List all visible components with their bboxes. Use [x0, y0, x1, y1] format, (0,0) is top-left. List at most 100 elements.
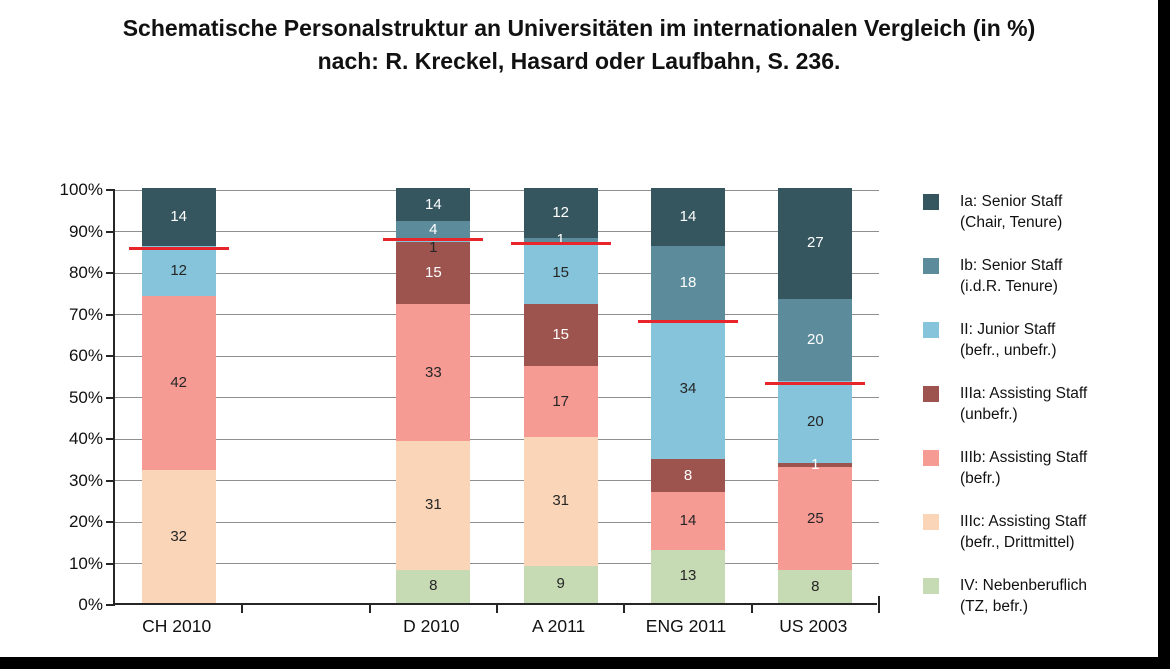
bar-segment-iiib [651, 492, 725, 550]
bar-us-2003: 8 25 1 20 20 27 [778, 188, 853, 603]
legend-label-line2: (unbefr.) [960, 405, 1018, 423]
legend-label-line1: Ib: Senior Staff [960, 257, 1063, 274]
bar-segment-ii [523, 241, 598, 305]
category-label: CH 2010 [142, 616, 212, 636]
legend-swatch-icon [923, 578, 939, 594]
bar-segment-iiib [523, 366, 598, 437]
x-axis-tick [368, 605, 371, 613]
x-axis-tick [878, 596, 880, 613]
legend-item-iiia: IIIa: Assisting Staff (unbefr.) [923, 384, 1158, 425]
bar-segment-iiib [141, 295, 216, 471]
y-tick-label: 80% [68, 263, 103, 282]
bar-ch-2010: 32 42 12 14 [141, 188, 216, 603]
category-label: ENG 2011 [645, 616, 727, 636]
y-axis-tick [106, 438, 115, 440]
legend-label-line2: (TZ, befr.) [960, 597, 1029, 615]
bar-segment-iv [396, 569, 471, 603]
bar-a-2011: 9 31 17 15 15 1 12 [523, 188, 598, 603]
border-right [1158, 0, 1170, 669]
red-line [383, 238, 484, 242]
bar-segment-iv [778, 570, 853, 603]
category-label: US 2003 [779, 616, 848, 636]
bar-segment-iiic [523, 437, 598, 566]
bar-segment-iiia [396, 241, 471, 305]
y-axis-tick [106, 230, 115, 233]
legend-item-ib: Ib: Senior Staff (i.d.R. Tenure) [923, 256, 1158, 297]
legend-label-line1: Ia: Senior Staff [960, 193, 1063, 210]
gridline [115, 438, 879, 440]
bar-segment-ib [396, 221, 471, 238]
title-block: Schematische Personalstruktur an Univers… [0, 12, 1158, 78]
y-tick-label: 90% [68, 221, 103, 241]
red-line [765, 381, 866, 385]
bar-segment-ia [141, 188, 216, 247]
legend-label: IIIb: Assisting Staff (befr.) [960, 448, 1158, 489]
y-tick-label: 20% [68, 512, 103, 531]
bar-segment-iv [651, 549, 725, 603]
gridline [115, 521, 879, 523]
y-tick-label: 0% [78, 595, 103, 614]
bar-segment-ia [778, 188, 853, 299]
y-tick-label: 30% [68, 470, 103, 490]
bar-segment-iiib [778, 467, 853, 571]
bar-segment-iiib [396, 304, 471, 442]
legend-label: IV: Nebenberuflich (TZ, befr.) [960, 576, 1158, 617]
red-line [128, 246, 229, 250]
gridline [115, 272, 879, 274]
bar-segment-ib [778, 298, 853, 382]
border-bottom [0, 657, 1170, 669]
bar-segment-iiia [778, 463, 853, 468]
gridline [115, 480, 879, 481]
chart-title: Schematische Personalstruktur an Univers… [122, 15, 1036, 41]
legend-swatch-icon [923, 450, 939, 466]
legend-label-line2: (Chair, Tenure) [960, 213, 1063, 231]
legend-label-line2: (befr.) [960, 469, 1001, 487]
legend-item-iiic: IIIc: Assisting Staff (befr., Drittmittel… [923, 512, 1158, 553]
bar-eng-2011: 13 14 8 34 18 14 [651, 188, 725, 603]
gridline [115, 355, 879, 357]
bar-segment-ib [651, 245, 725, 320]
legend-label: IIIc: Assisting Staff (befr., Drittmittel… [960, 512, 1158, 553]
gridline [115, 231, 879, 232]
bar-segment-ia [523, 188, 598, 238]
legend-label: IIIa: Assisting Staff (unbefr.) [960, 384, 1158, 425]
legend-swatch-icon [923, 514, 939, 530]
y-axis-tick [106, 313, 115, 316]
bar-segment-iiia [651, 459, 725, 493]
legend-label-line2: (i.d.R. Tenure) [960, 277, 1058, 295]
category-label: D 2010 [403, 616, 460, 636]
bar-segment-iv [523, 565, 598, 603]
bar-segment-ii [141, 246, 216, 296]
legend-swatch-icon [923, 194, 939, 210]
legend-label-line1: II: Junior Staff [960, 321, 1056, 338]
chart-subtitle: nach: R. Kreckel, Hasard oder Laufbahn, … [317, 48, 841, 74]
x-axis-tick [241, 605, 244, 613]
red-line [510, 242, 611, 246]
y-axis-tick [106, 396, 115, 399]
y-axis-tick [106, 479, 115, 482]
legend-label: Ib: Senior Staff (i.d.R. Tenure) [960, 256, 1158, 297]
gridline [115, 397, 879, 398]
legend-label-line1: IIIb: Assisting Staff [960, 449, 1088, 466]
bar-segment-iiia [523, 304, 598, 367]
bar-segment-ii [651, 319, 725, 460]
legend-label: II: Junior Staff (befr., unbefr.) [960, 320, 1158, 361]
legend-label-line1: IIIa: Assisting Staff [960, 385, 1088, 402]
legend-item-iiib: IIIb: Assisting Staff (befr.) [923, 448, 1158, 489]
gridline [115, 314, 879, 315]
legend-label-line1: IIIc: Assisting Staff [960, 513, 1087, 530]
bar-segment-ia [651, 188, 725, 246]
bar-segment-iiic [396, 441, 471, 570]
y-axis-tick [106, 355, 115, 357]
legend-label-line1: IV: Nebenberuflich [960, 577, 1087, 594]
y-tick-label: 10% [68, 553, 103, 573]
legend-swatch-icon [923, 322, 939, 338]
legend-item-ia: Ia: Senior Staff (Chair, Tenure) [923, 192, 1158, 233]
bar-segment-ia [396, 188, 471, 222]
y-tick-label: 70% [68, 304, 103, 324]
y-axis-tick [106, 562, 115, 565]
y-axis-tick [106, 604, 115, 606]
legend-label-line2: (befr., unbefr.) [960, 341, 1057, 359]
legend-label: Ia: Senior Staff (Chair, Tenure) [960, 192, 1158, 233]
y-tick-label: 40% [68, 429, 103, 448]
